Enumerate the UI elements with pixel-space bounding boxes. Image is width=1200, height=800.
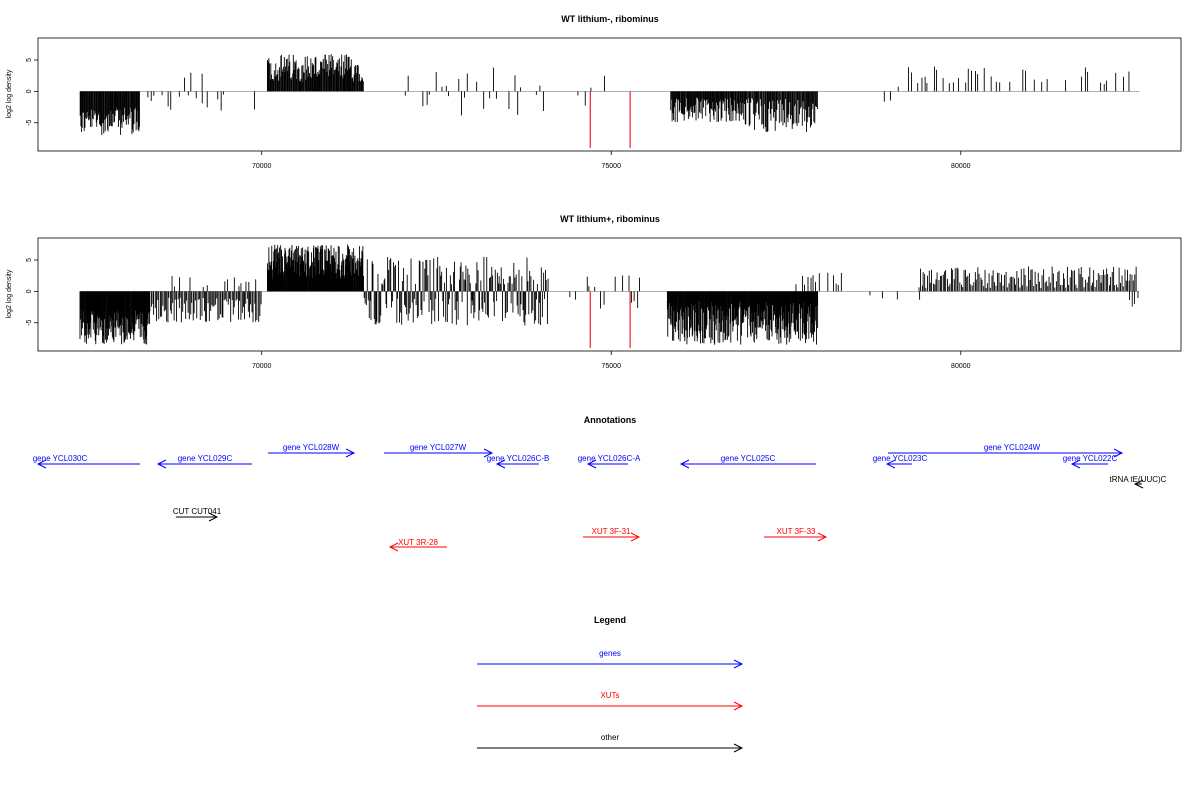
markers [589,291,631,348]
legend-label: XUTs [600,691,619,700]
x-axis: 70000 75000 80000 [252,151,971,170]
plot-frame [37,237,1182,352]
markers [589,91,631,148]
annotation-label: gene YCL022C [1063,454,1118,463]
annotation-label: gene YCL024W [984,443,1041,452]
arrow-head [630,532,641,542]
panel-lithium-minus: WT lithium-, ribominus log2 log density … [6,14,1182,170]
panel-title: WT lithium-, ribominus [561,14,659,24]
annotation-label: gene YCL026C-B [487,454,550,463]
y-tick-label: 5 [26,258,33,262]
arrow-head [733,659,744,669]
arrow-head [495,459,506,469]
annotations-panel: Annotations gene YCL030C gene YCL029Cgene… [33,415,1167,552]
annotation-label: CUT CUT041 [173,507,222,516]
plot-frame [37,37,1182,152]
annotation-label: tRNA tE(UUC)C [1110,475,1167,484]
x-tick-label: 75000 [602,163,622,170]
arrow-head [1113,448,1124,458]
y-tick-label: -5 [26,120,33,126]
arrow-head [817,532,828,542]
x-tick-label: 75000 [602,363,622,370]
arrow-head [36,459,47,469]
legend-title: Legend [594,615,626,625]
arrow-head [1133,479,1144,489]
x-axis: 70000 75000 80000 [252,351,971,370]
annotation-label: gene YCL029C [178,454,233,463]
arrow-head [885,459,896,469]
legend-label: genes [599,649,621,658]
x-tick-label: 80000 [951,363,971,370]
x-tick-label: 70000 [252,363,272,370]
annotation-label: XUT 3F-31 [592,527,632,536]
arrow-head [345,448,356,458]
arrow-head [679,459,690,469]
y-tick-label: 5 [26,58,33,62]
arrow-head [733,701,744,711]
annotation-label: gene YCL023C [873,454,928,463]
y-tick-label: 0 [26,289,33,293]
annotations-title: Annotations [584,415,637,425]
arrow-head [156,459,167,469]
y-tick-label: 0 [26,89,33,93]
y-axis: 5 0 -5 [26,258,38,326]
annotation-label: XUT 3F-33 [777,527,817,536]
annotation-arrows: gene YCL030C gene YCL029C gene YCL028W gene… [33,443,1167,552]
legend-label: other [601,733,620,742]
y-axis-label: log2 log density [6,69,13,118]
legend-panel: Legend genes XUTs other [477,615,744,753]
y-tick-label: -5 [26,320,33,326]
panel-title: WT lithium+, ribominus [560,214,660,224]
y-axis: 5 0 -5 [26,58,38,126]
bars [79,244,1140,345]
x-tick-label: 70000 [252,163,272,170]
arrow-head [586,459,597,469]
y-axis-label: log2 log density [6,269,13,318]
bars [79,54,1140,136]
annotation-label: XUT 3R-28 [398,538,438,547]
legend-items: genes XUTs other [477,649,744,753]
arrow-head [208,512,219,522]
annotation-label: gene YCL027W [410,443,467,452]
annotation-label: gene YCL026C-A [578,454,641,463]
panel-lithium-plus: WT lithium+, ribominus log2 log density … [6,214,1182,370]
annotation-label: gene YCL030C [33,454,88,463]
arrow-head [388,542,399,552]
arrow-head [1070,459,1081,469]
x-tick-label: 80000 [951,163,971,170]
arrow-head [733,743,744,753]
annotation-label: gene YCL028W [283,443,340,452]
arrow-head [483,448,494,458]
annotation-label: gene YCL025C [721,454,776,463]
